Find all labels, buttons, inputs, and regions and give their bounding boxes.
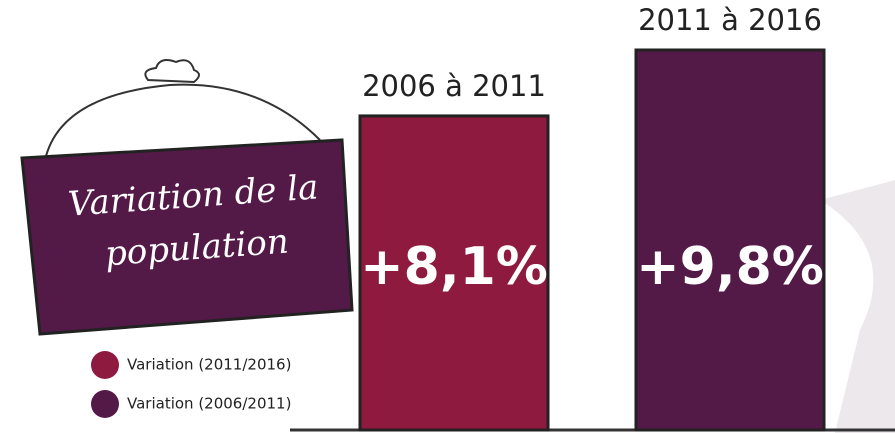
legend-swatch [91,351,119,379]
legend: Variation (2011/2016) Variation (2006/201… [91,351,291,418]
legend-label: Variation (2011/2016) [127,356,291,374]
category-label: 2006 à 2011 [362,69,546,103]
legend-swatch [91,390,119,418]
decoration [820,180,895,433]
sign-hook [144,59,200,84]
sign [20,138,354,336]
value-label: +8,1% [360,237,548,297]
sign-string [44,83,321,161]
value-label: +9,8% [636,237,824,297]
bars: 2006 à 2011 +8,1% 2011 à 2016 +9,8% [358,3,826,432]
bar [358,114,550,432]
legend-label: Variation (2006/2011) [127,395,291,413]
chart-title: Variation de la population [66,167,320,275]
bar [634,48,826,432]
category-label: 2011 à 2016 [638,3,822,37]
